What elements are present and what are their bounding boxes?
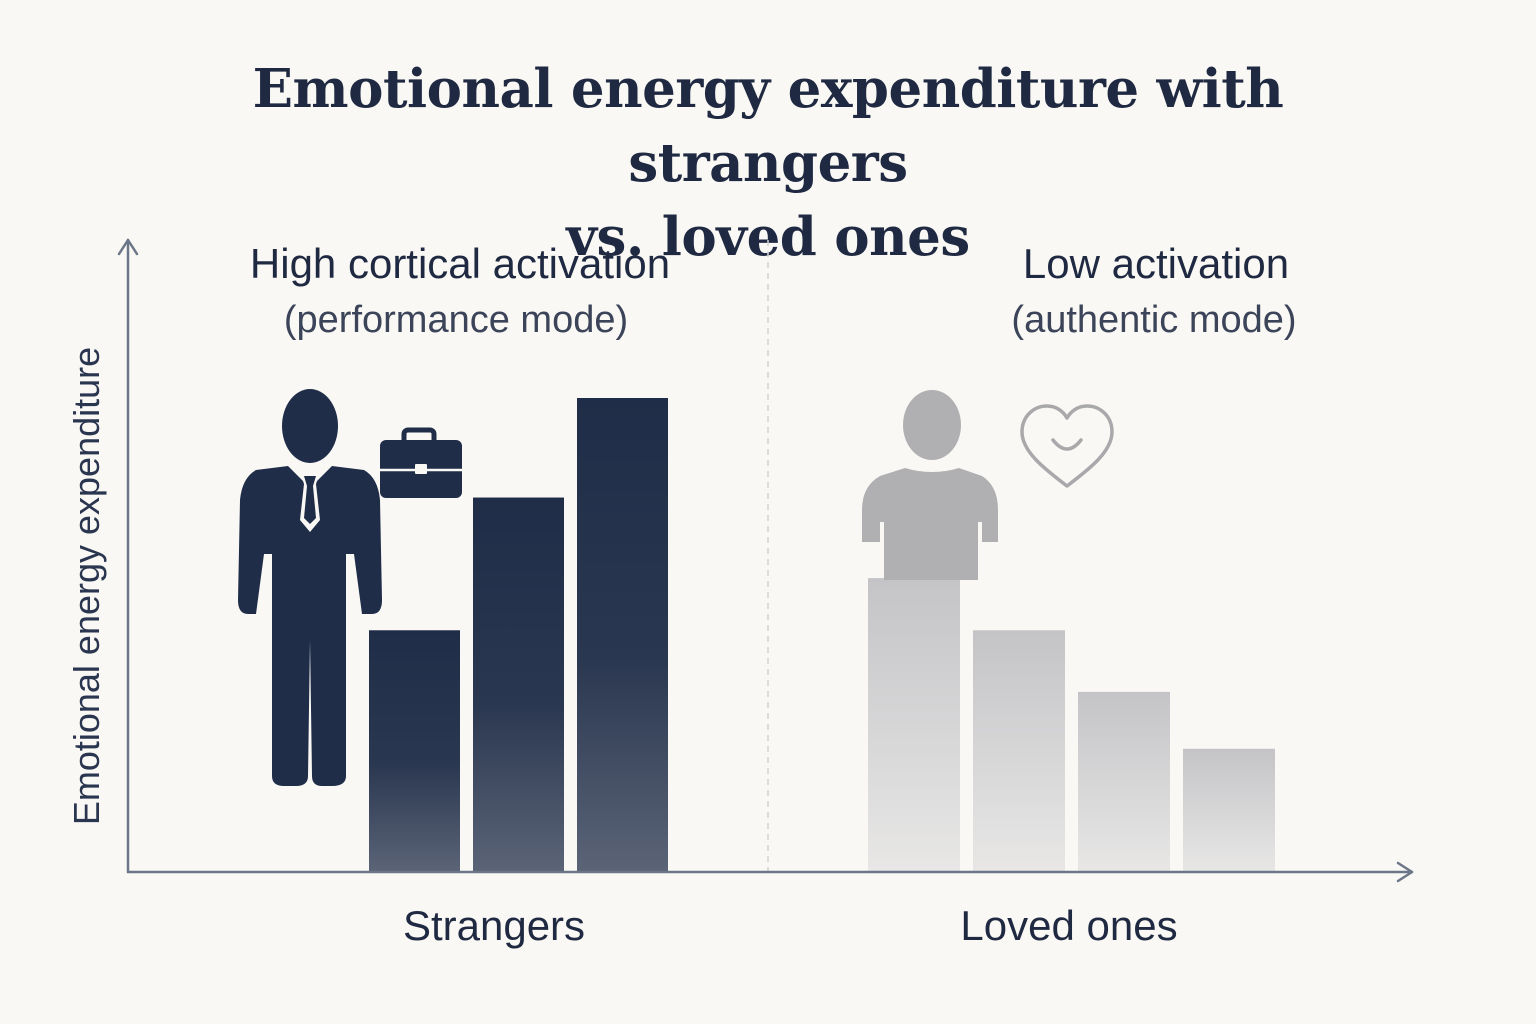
bar-strangers-2 [473, 497, 564, 872]
bar-loved-ones-2 [973, 630, 1065, 872]
businessman-icon [238, 389, 382, 786]
bar-strangers-3 [577, 398, 668, 872]
y-axis-label: Emotional energy expenditure [66, 347, 107, 825]
chart-title: Emotional energy expenditure with strang… [118, 52, 1418, 274]
category-label-strangers: Strangers [403, 902, 585, 949]
chart-title-line-2: vs. loved ones [566, 206, 970, 268]
strangers-annotation-line-2: (performance mode) [284, 299, 628, 341]
loved-ones-annotation-line-2: (authentic mode) [1011, 299, 1296, 341]
y-axis [117, 238, 139, 874]
loved-ones-annotation-line-1: Low activation [1023, 240, 1289, 287]
category-label-loved-ones: Loved ones [960, 902, 1177, 949]
strangers-annotation-line-1: High cortical activation [250, 240, 670, 287]
bars-layer [369, 398, 1275, 872]
chart-title-line-1: Emotional energy expenditure with strang… [252, 58, 1284, 194]
bar-loved-ones-4 [1183, 748, 1275, 872]
bar-loved-ones-1 [868, 578, 960, 872]
heart-smile-icon [1020, 404, 1114, 488]
person-icon [862, 390, 998, 580]
briefcase-icon [380, 427, 462, 498]
x-axis [126, 861, 1414, 883]
bar-strangers-1 [369, 630, 460, 872]
bar-loved-ones-3 [1078, 691, 1170, 872]
